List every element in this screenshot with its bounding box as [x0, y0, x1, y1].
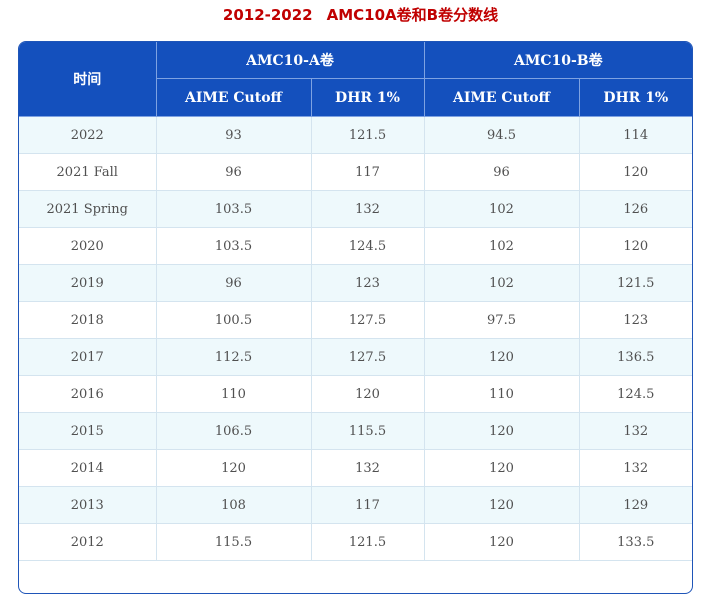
a-dhr-cell: 127.5: [311, 301, 425, 339]
header-group-a: AMC10-A卷: [156, 42, 425, 79]
a-dhr-cell: 117: [311, 486, 425, 524]
a-dhr-cell: 115.5: [311, 412, 425, 450]
b-cutoff-cell: 96: [424, 153, 580, 191]
score-table-card: 时间 AMC10-A卷 AMC10-B卷 AIME Cutoff DHR 1% …: [18, 41, 693, 594]
b-dhr-cell: 136.5: [579, 338, 692, 376]
header-a-dhr: DHR 1%: [311, 78, 425, 117]
a-cutoff-cell: 96: [156, 153, 312, 191]
a-dhr-cell: 120: [311, 375, 425, 413]
table-row: 2013 108 117 120 129: [19, 486, 692, 524]
a-cutoff-cell: 103.5: [156, 227, 312, 265]
b-cutoff-cell: 120: [424, 449, 580, 487]
b-dhr-cell: 129: [579, 486, 692, 524]
score-table: 时间 AMC10-A卷 AMC10-B卷 AIME Cutoff DHR 1% …: [19, 42, 692, 561]
b-cutoff-cell: 94.5: [424, 116, 580, 154]
table-row: 2015 106.5 115.5 120 132: [19, 412, 692, 450]
b-cutoff-cell: 110: [424, 375, 580, 413]
table-row: 2018 100.5 127.5 97.5 123: [19, 301, 692, 339]
a-dhr-cell: 117: [311, 153, 425, 191]
table-row: 2021 Fall 96 117 96 120: [19, 153, 692, 191]
year-cell: 2017: [19, 338, 157, 376]
b-cutoff-cell: 120: [424, 338, 580, 376]
year-cell: 2013: [19, 486, 157, 524]
year-cell: 2019: [19, 264, 157, 302]
year-cell: 2014: [19, 449, 157, 487]
year-cell: 2022: [19, 116, 157, 154]
b-dhr-cell: 124.5: [579, 375, 692, 413]
b-dhr-cell: 120: [579, 227, 692, 265]
a-dhr-cell: 124.5: [311, 227, 425, 265]
table-row: 2014 120 132 120 132: [19, 449, 692, 487]
b-cutoff-cell: 120: [424, 486, 580, 524]
table-row: 2016 110 120 110 124.5: [19, 375, 692, 413]
a-dhr-cell: 127.5: [311, 338, 425, 376]
table-row: 2022 93 121.5 94.5 114: [19, 116, 692, 154]
b-cutoff-cell: 102: [424, 190, 580, 228]
b-cutoff-cell: 97.5: [424, 301, 580, 339]
a-dhr-cell: 121.5: [311, 523, 425, 561]
a-cutoff-cell: 96: [156, 264, 312, 302]
b-cutoff-cell: 120: [424, 523, 580, 561]
a-dhr-cell: 121.5: [311, 116, 425, 154]
header-b-cutoff: AIME Cutoff: [424, 78, 580, 117]
b-dhr-cell: 133.5: [579, 523, 692, 561]
a-dhr-cell: 132: [311, 449, 425, 487]
b-dhr-cell: 132: [579, 412, 692, 450]
header-year: 时间: [19, 42, 157, 117]
title-years: 2012-2022: [222, 6, 313, 24]
b-cutoff-cell: 120: [424, 412, 580, 450]
a-dhr-cell: 132: [311, 190, 425, 228]
table-row: 2020 103.5 124.5 102 120: [19, 227, 692, 265]
a-cutoff-cell: 120: [156, 449, 312, 487]
b-dhr-cell: 123: [579, 301, 692, 339]
header-row-columns: AIME Cutoff DHR 1% AIME Cutoff DHR 1%: [19, 78, 692, 117]
a-cutoff-cell: 100.5: [156, 301, 312, 339]
b-dhr-cell: 132: [579, 449, 692, 487]
a-cutoff-cell: 115.5: [156, 523, 312, 561]
a-cutoff-cell: 108: [156, 486, 312, 524]
a-cutoff-cell: 110: [156, 375, 312, 413]
header-b-dhr: DHR 1%: [579, 78, 692, 117]
year-cell: 2020: [19, 227, 157, 265]
year-cell: 2015: [19, 412, 157, 450]
b-cutoff-cell: 102: [424, 227, 580, 265]
b-cutoff-cell: 102: [424, 264, 580, 302]
a-dhr-cell: 123: [311, 264, 425, 302]
year-cell: 2021 Fall: [19, 153, 157, 191]
table-row: 2012 115.5 121.5 120 133.5: [19, 523, 692, 561]
a-cutoff-cell: 106.5: [156, 412, 312, 450]
a-cutoff-cell: 93: [156, 116, 312, 154]
header-a-cutoff: AIME Cutoff: [156, 78, 312, 117]
header-group-b: AMC10-B卷: [424, 42, 692, 79]
table-header: 时间 AMC10-A卷 AMC10-B卷 AIME Cutoff DHR 1% …: [19, 42, 692, 117]
page-title: 2012-2022 AMC10A卷和B卷分数线: [0, 2, 721, 28]
b-dhr-cell: 126: [579, 190, 692, 228]
b-dhr-cell: 120: [579, 153, 692, 191]
table-row: 2021 Spring 103.5 132 102 126: [19, 190, 692, 228]
b-dhr-cell: 121.5: [579, 264, 692, 302]
table-body: 2022 93 121.5 94.5 114 2021 Fall 96 117 96 120 202…: [19, 116, 692, 561]
table-row: 2019 96 123 102 121.5: [19, 264, 692, 302]
title-text: AMC10A卷和B卷分数线: [326, 6, 499, 24]
a-cutoff-cell: 112.5: [156, 338, 312, 376]
a-cutoff-cell: 103.5: [156, 190, 312, 228]
year-cell: 2021 Spring: [19, 190, 157, 228]
year-cell: 2012: [19, 523, 157, 561]
b-dhr-cell: 114: [579, 116, 692, 154]
header-row-groups: 时间 AMC10-A卷 AMC10-B卷: [19, 42, 692, 117]
table-row: 2017 112.5 127.5 120 136.5: [19, 338, 692, 376]
year-cell: 2016: [19, 375, 157, 413]
year-cell: 2018: [19, 301, 157, 339]
